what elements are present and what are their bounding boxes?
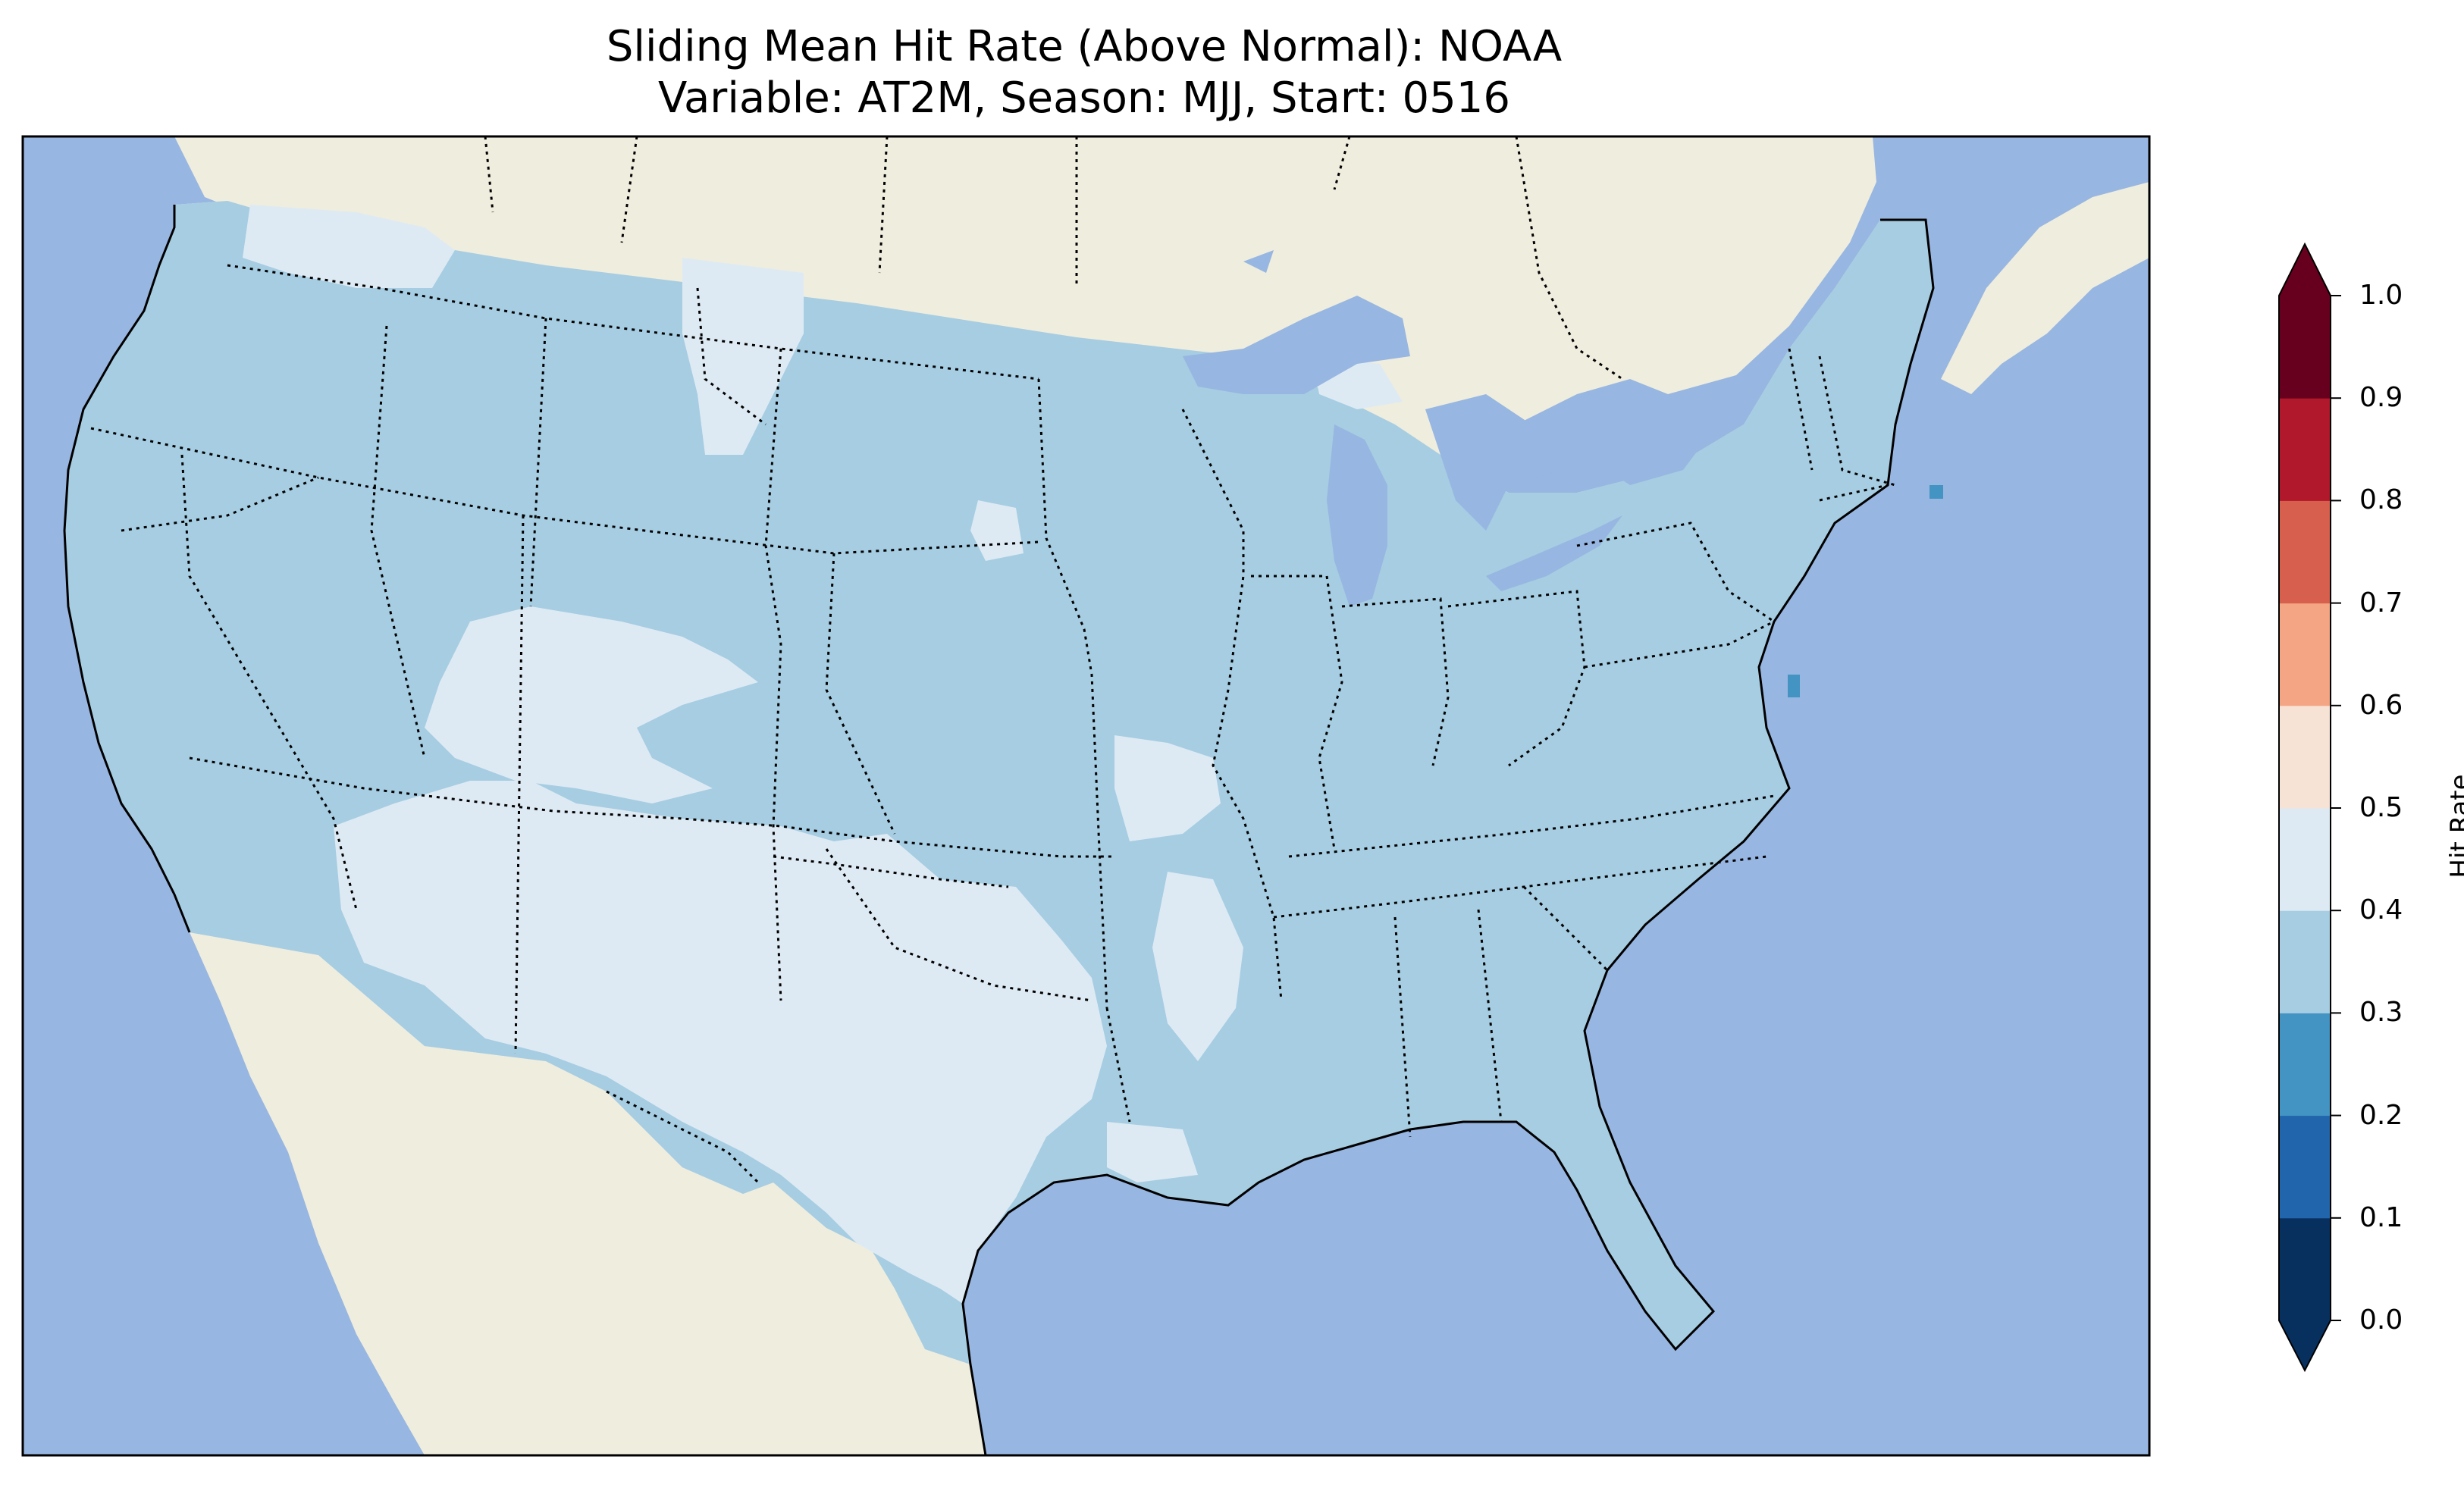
hit-rate-regions-0.2-0.3 [1788, 485, 1943, 697]
colorbar-bin-0.7-0.8 [2279, 500, 2331, 604]
colorbar-tick-label: 0.5 [2359, 792, 2403, 823]
colorbar-tick-label: 0.1 [2359, 1201, 2403, 1233]
map-panel [23, 136, 2149, 1455]
colorbar-tick-label: 0.2 [2359, 1099, 2403, 1131]
colorbar-label: Hit Rate [2445, 774, 2464, 879]
colorbar-tick-label: 0.9 [2359, 382, 2403, 414]
colorbar-bin-0.1-0.2 [2279, 1115, 2331, 1219]
colorbar-tick-label: 0.0 [2359, 1305, 2403, 1336]
colorbar-bin-0.4-0.5 [2279, 808, 2331, 911]
maritime-provinces [1941, 182, 2149, 394]
colorbar-bin-0.0-0.1 [2279, 1217, 2331, 1321]
colorbar-tick-label: 0.6 [2359, 689, 2403, 721]
colorbar-extend-min-arrow [2279, 1320, 2331, 1370]
map-title-line-1: Sliding Mean Hit Rate (Above Normal): NO… [606, 22, 1563, 71]
hit-rate-regions-0.4-0.5 [243, 205, 1403, 1304]
colorbar-tick-label: 0.8 [2359, 484, 2403, 516]
baja-california [205, 940, 417, 1395]
colorbar-bin-0.6-0.7 [2279, 603, 2331, 706]
colorbar-bin-0.2-0.3 [2279, 1013, 2331, 1117]
colorbar [2278, 242, 2341, 1373]
colorbar-bin-0.8-0.9 [2279, 398, 2331, 501]
colorbar-tick-label: 1.0 [2359, 280, 2403, 311]
colorbar-bin-0.9-1.0 [2279, 296, 2331, 399]
map-title-line-2: Variable: AT2M, Season: MJJ, Start: 0516 [658, 74, 1510, 123]
colorbar-bin-0.3-0.4 [2279, 910, 2331, 1013]
colorbar-tick-label: 0.4 [2359, 894, 2403, 926]
international-borders [484, 136, 1623, 381]
map-frame [21, 135, 2151, 1457]
colorbar-extend-max-arrow [2279, 244, 2331, 296]
colorbar-tick-label: 0.7 [2359, 587, 2403, 619]
us-coastline [63, 205, 1935, 1455]
colorbar-bin-0.5-0.6 [2279, 705, 2331, 809]
colorbar-tick-label: 0.3 [2359, 997, 2403, 1029]
state-borders [90, 264, 1896, 1184]
great-lakes [1183, 250, 1706, 606]
